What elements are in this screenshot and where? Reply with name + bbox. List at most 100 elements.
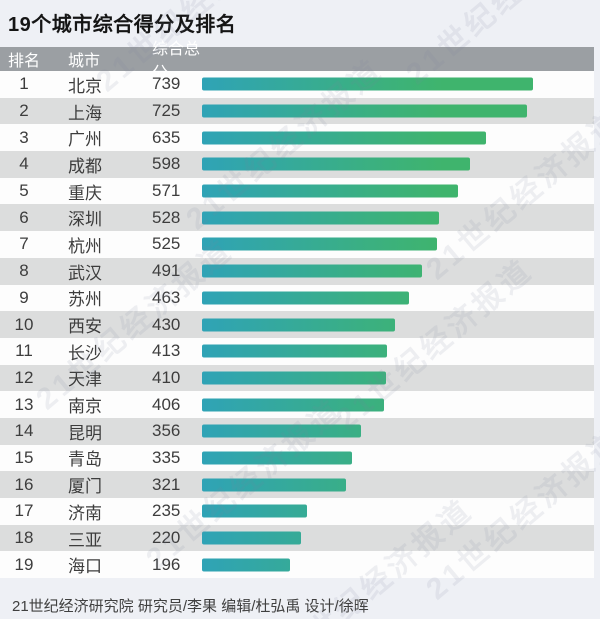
table-row: 12 天津 410 [0,364,594,392]
bar-cell [202,365,594,392]
score-cell: 598 [152,154,181,174]
rank-cell: 18 [14,528,34,548]
city-cell: 深圳 [68,210,102,230]
table-row: 1 北京 739 [0,71,594,98]
rank-cell: 10 [14,314,34,334]
score-bar [202,77,534,91]
city-cell: 北京 [68,76,102,96]
score-bar [202,504,308,518]
table-header-row: 排名 城市 综合总分 [0,41,594,82]
bar-cell [202,525,594,552]
score-bar [202,184,458,198]
bar-cell [202,418,594,445]
rank-cell: 15 [14,447,34,467]
bar-cell [202,471,594,498]
table-row: 2 上海 725 [0,97,594,125]
score-cell: 491 [152,261,181,281]
rank-cell: 1 [19,74,29,94]
city-cell: 昆明 [68,423,102,443]
rank-cell: 9 [19,287,29,307]
rank-cell: 3 [19,127,29,147]
table-row: 18 三亚 220 [0,524,594,552]
bar-cell [202,178,594,205]
score-bar [202,291,410,305]
score-bar [202,157,470,171]
city-cell: 广州 [68,130,102,150]
bar-cell [202,204,594,231]
score-bar [202,478,346,492]
city-cell: 苏州 [68,290,102,310]
table-row: 5 重庆 571 [0,177,594,205]
table-row: 10 西安 430 [0,311,594,338]
table-row: 15 青岛 335 [0,444,594,472]
score-bar [202,398,384,412]
table-row: 14 昆明 356 [0,417,594,445]
rank-cell: 2 [19,101,29,121]
score-cell: 413 [152,341,181,361]
rank-cell: 6 [19,207,29,227]
table-body: 1 北京 739 2 上海 725 3 广州 635 4 成都 598 5 重庆 571 6 深圳 528 7 杭州 5… [0,71,594,579]
bar-cell [202,445,594,472]
table-row: 6 深圳 528 [0,204,594,232]
table-row: 7 杭州 525 [0,231,594,258]
rank-cell: 14 [14,421,34,441]
bar-cell [202,258,594,285]
score-cell: 321 [152,474,181,494]
score-bar [202,344,388,358]
rank-cell: 16 [14,474,34,494]
rank-cell: 7 [19,234,29,254]
score-bar [202,371,386,385]
bar-cell [202,338,594,365]
score-cell: 410 [152,367,181,387]
city-cell: 海口 [68,557,102,577]
rank-cell: 4 [19,154,29,174]
score-bar [202,104,527,118]
bar-cell [202,498,594,525]
score-cell: 635 [152,127,181,147]
table-row: 8 武汉 491 [0,257,594,285]
header-score: 综合总分 [152,41,201,82]
city-cell: 南京 [68,397,102,417]
bar-cell [202,391,594,418]
table-row: 16 厦门 321 [0,471,594,498]
score-cell: 220 [152,528,181,548]
score-cell: 335 [152,447,181,467]
table-row: 9 苏州 463 [0,284,594,312]
table-row: 3 广州 635 [0,124,594,152]
city-cell: 杭州 [68,236,102,256]
city-cell: 重庆 [68,183,102,203]
score-bar [202,451,353,465]
bar-cell [202,98,594,125]
score-cell: 430 [152,314,181,334]
score-cell: 463 [152,287,181,307]
rank-cell: 17 [14,501,34,521]
bar-cell [202,231,594,258]
score-bar [202,424,362,438]
city-cell: 青岛 [68,450,102,470]
score-cell: 571 [152,181,181,201]
credits-footer: 21世纪经济研究院 研究员/李果 编辑/杜弘禹 设计/徐晖 [12,598,369,615]
score-cell: 356 [152,421,181,441]
city-cell: 上海 [68,103,102,123]
score-cell: 525 [152,234,181,254]
city-cell: 成都 [68,156,102,176]
bar-cell [202,285,594,312]
score-bar [202,531,301,545]
city-cell: 长沙 [68,343,102,363]
city-cell: 西安 [68,317,102,337]
city-cell: 天津 [68,370,102,390]
table-row: 17 济南 235 [0,498,594,525]
rank-cell: 5 [19,181,29,201]
score-bar [202,558,290,572]
score-bar [202,264,422,278]
rank-cell: 11 [15,341,33,361]
score-cell: 196 [152,554,181,574]
score-cell: 528 [152,207,181,227]
score-bar [202,237,438,251]
table-row: 11 长沙 413 [0,337,594,365]
table-row: 13 南京 406 [0,391,594,418]
score-cell: 235 [152,501,181,521]
rank-cell: 8 [19,261,29,281]
table-row: 19 海口 196 [0,551,594,579]
score-cell: 739 [152,74,181,94]
